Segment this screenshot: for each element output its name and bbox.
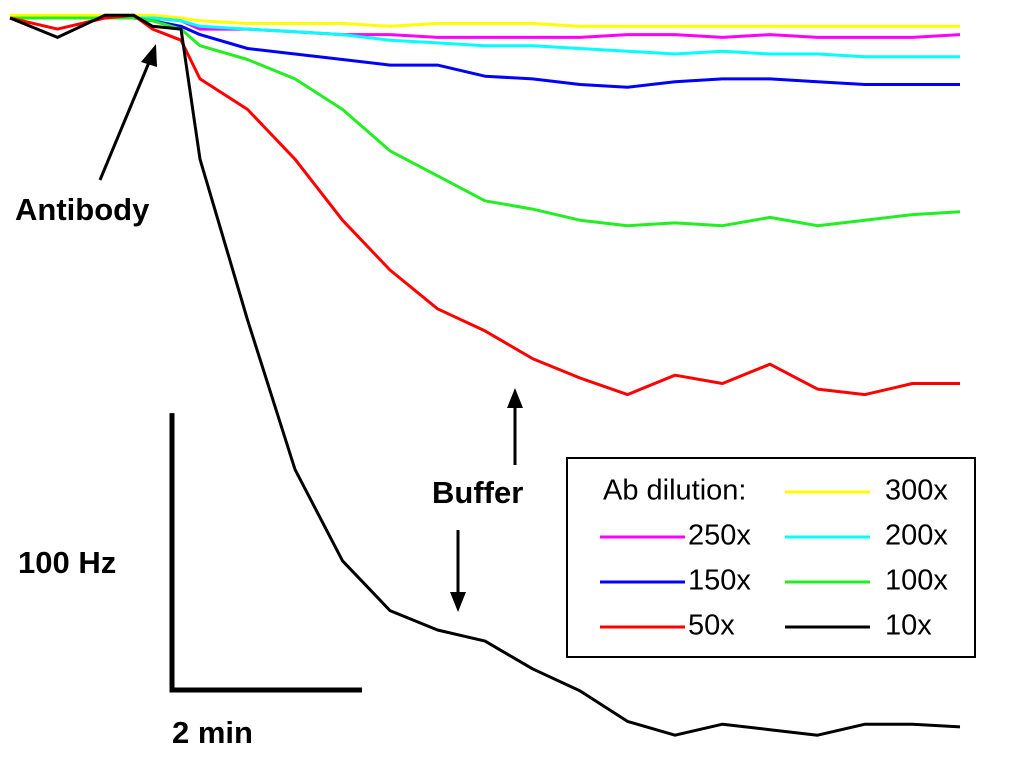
legend-label: 50x (688, 610, 735, 642)
legend-label: 10x (885, 610, 932, 642)
series-line (9, 13, 960, 397)
legend-box (566, 457, 976, 658)
annotation: Buffer (432, 475, 523, 510)
series-line (10, 13, 960, 28)
series-line (10, 16, 961, 228)
scale-label: 2 min (172, 715, 253, 750)
legend-label: 150x (688, 565, 751, 597)
scale-label: 100 Hz (18, 545, 116, 580)
arrows (98, 44, 523, 612)
legend-title: Ab dilution: (603, 475, 747, 507)
legend-label: 300x (885, 475, 948, 507)
legend-label: 100x (885, 565, 948, 597)
series-line (10, 16, 960, 59)
annotation: Antibody (15, 192, 150, 227)
legend-label: 200x (885, 520, 948, 552)
legend-label: 250x (688, 520, 751, 552)
series-line (9, 13, 961, 737)
